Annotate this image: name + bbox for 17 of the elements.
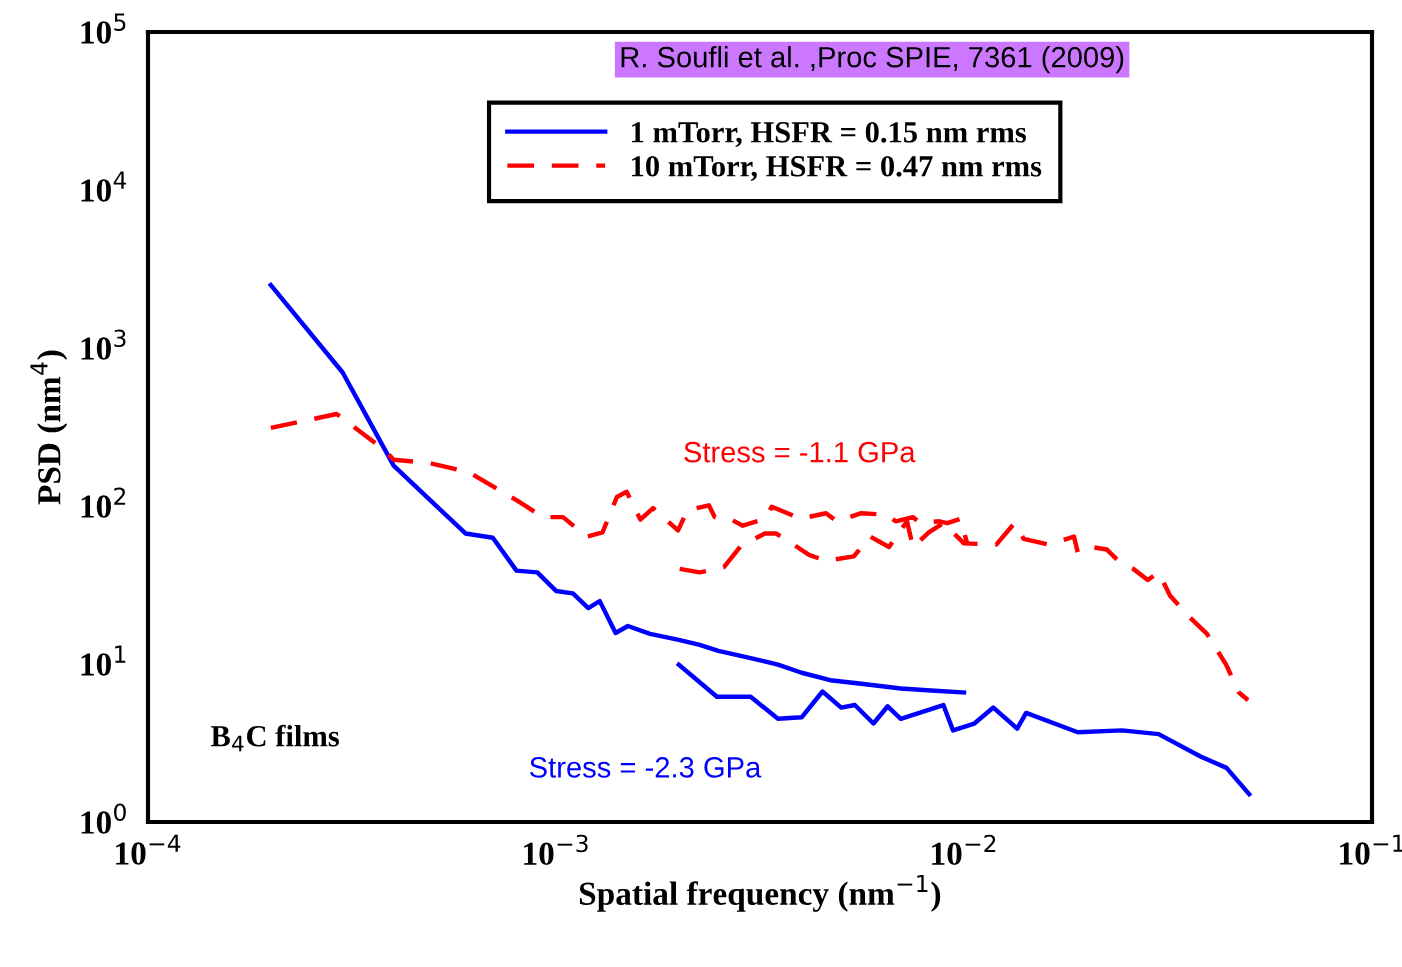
legend-label: 10 mTorr, HSFR = 0.47 nm rms <box>632 155 1042 182</box>
annotation: Stress = -1.1 GPa <box>684 441 916 463</box>
annotation: Stress = -2.3 GPa <box>529 757 762 778</box>
y-tick-label: 10$^{1}$ <box>81 645 126 676</box>
x-tick-label: 10$^{−3}$ <box>524 834 588 866</box>
y-tick-label: 10$^{2}$ <box>81 487 126 518</box>
y-tick-label: 10$^{0}$ <box>81 803 126 834</box>
x-tick-label: 10$^{−4}$ <box>116 834 181 865</box>
legend-label: 1 mTorr, HSFR = 0.15 nm rms <box>632 121 1026 148</box>
y-axis-title: PSD (nm$^{4}$) <box>30 350 68 505</box>
y-tick-label: 10$^{3}$ <box>81 329 126 360</box>
x-axis-title: Spatial frequency (nm$^{−1}$) <box>579 874 941 912</box>
annotation: B$_{4}$C films <box>210 724 339 752</box>
annotation: R. Soufli et al. ,Proc SPIE, 7361 (2009) <box>621 46 1124 74</box>
y-tick-label: 10$^{4}$ <box>81 171 127 202</box>
x-tick-label: 10$^{−2}$ <box>932 834 996 866</box>
y-tick-label: 10$^{5}$ <box>81 13 126 44</box>
